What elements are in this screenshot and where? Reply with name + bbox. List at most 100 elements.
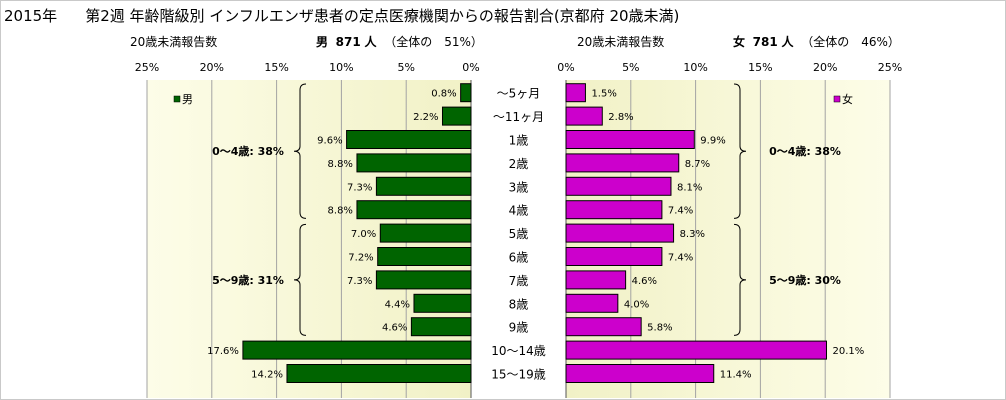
right-bar — [565, 317, 642, 337]
right-bar — [565, 83, 586, 103]
category-label: 7歳 — [509, 274, 529, 288]
left-bar — [460, 83, 472, 103]
right-summary-share: （全体の 46%） — [801, 35, 900, 49]
left-value-label: 0.8% — [431, 89, 456, 100]
right-brace-0-4 — [733, 83, 747, 219]
left-bar — [410, 317, 472, 337]
left-bar — [413, 293, 472, 313]
left-value-label: 7.2% — [348, 253, 373, 264]
right-summary-unit: 人 — [781, 35, 794, 49]
right-value-label: 4.0% — [624, 299, 649, 310]
left-brace-5-9 — [293, 223, 307, 336]
right-bar — [565, 293, 619, 313]
right-summary-sex: 女 — [733, 35, 746, 49]
left-bar — [379, 223, 472, 243]
right-tick-label: 15% — [748, 61, 772, 74]
legends: 男女 — [173, 92, 853, 106]
category-label: 2歳 — [509, 157, 529, 171]
right-bar — [565, 364, 715, 383]
left-value-label: 9.6% — [317, 136, 342, 147]
right-summary: 女 781 人 （全体の 46%） — [733, 33, 900, 50]
left-value-label: 8.8% — [328, 159, 353, 170]
left-value-label: 7.0% — [351, 229, 376, 240]
left-summary-share: （全体の 51%） — [384, 35, 483, 49]
left-tick-label: 25% — [135, 61, 159, 74]
right-tick-label: 20% — [813, 61, 837, 74]
right-value-label: 20.1% — [832, 346, 864, 357]
left-value-label: 8.8% — [328, 206, 353, 217]
left-bar — [356, 153, 472, 173]
left-value-label: 4.6% — [382, 323, 407, 334]
right-bar — [565, 153, 680, 173]
left-summary: 男 871 人 （全体の 51%） — [316, 33, 483, 50]
right-value-label: 8.7% — [685, 159, 710, 170]
right-value-label: 11.4% — [720, 370, 752, 381]
right-brace-5-9 — [733, 223, 747, 336]
right-bars — [565, 83, 827, 383]
left-value-label: 14.2% — [251, 370, 283, 381]
right-bar — [565, 270, 627, 290]
right-tick-label: 10% — [683, 61, 707, 74]
left-summary-unit: 人 — [364, 35, 377, 49]
category-label: ～5ヶ月 — [497, 87, 541, 101]
right-legend-label: 女 — [842, 92, 853, 106]
category-label: 3歳 — [509, 180, 529, 194]
left-tick-label: 5% — [397, 61, 414, 74]
group-annotations: 0～4歳: 38% 5～9歳: 31% 0～4歳: 38% 5～9歳: 30% — [212, 144, 841, 287]
left-bars — [242, 83, 472, 383]
left-value-label: 4.4% — [385, 299, 410, 310]
left-bar — [377, 247, 472, 266]
right-bar — [565, 200, 663, 220]
left-legend-swatch — [173, 95, 181, 103]
right-bar — [565, 176, 672, 196]
left-value-labels: 0.8% 2.2% 9.6% 8.8% 7.3% 8.8% 7.0% 7.2% 7.3% 4.4%… — [207, 89, 457, 381]
category-label: 9歳 — [509, 321, 529, 335]
category-label: 1歳 — [509, 134, 529, 148]
left-annotation-0-4: 0～4歳: 38% — [212, 144, 284, 158]
category-label: 15～19歳 — [491, 368, 546, 382]
left-bar — [375, 176, 472, 196]
left-bar — [242, 340, 472, 360]
right-bar — [565, 130, 695, 149]
category-label: 4歳 — [509, 204, 529, 218]
right-value-label: 7.4% — [668, 206, 693, 217]
right-value-label: 7.4% — [668, 253, 693, 264]
right-value-label: 2.8% — [608, 112, 633, 123]
right-value-labels: 1.5% 2.8% 9.9% 8.7% 8.1% 7.4% 8.3% 7.4% 4.6% 4.0%… — [591, 89, 864, 381]
right-annotation-0-4: 0～4歳: 38% — [769, 144, 841, 158]
right-value-label: 1.5% — [591, 89, 616, 100]
title-year: 2015年 — [4, 7, 58, 25]
right-caption: 20歳未満報告数 — [577, 35, 665, 49]
left-bar — [375, 270, 472, 290]
category-label: 6歳 — [509, 251, 529, 265]
left-bar — [346, 130, 472, 149]
right-bar — [565, 106, 603, 126]
left-tick-label: 20% — [200, 61, 224, 74]
right-bar — [565, 340, 827, 360]
left-summary-sex: 男 — [316, 35, 329, 49]
right-axis-ticks: 0% 5% 10% 15% 20% 25% — [557, 61, 902, 74]
left-summary-count: 871 — [335, 35, 361, 49]
right-bar — [565, 223, 675, 243]
left-axis-ticks: 25% 20% 15% 10% 5% 0% — [135, 61, 480, 74]
right-legend-swatch — [833, 95, 841, 103]
right-tick-label: 5% — [622, 61, 639, 74]
group-braces — [293, 83, 747, 336]
right-value-label: 4.6% — [632, 276, 657, 287]
left-legend-label: 男 — [182, 93, 193, 106]
chart-title: 2015年 第2週 年齢階級別 インフルエンザ患者の定点医療機関からの報告割合(京… — [4, 5, 679, 26]
left-value-label: 7.3% — [347, 276, 372, 287]
category-label: 5歳 — [509, 227, 529, 241]
left-tick-label: 15% — [264, 61, 288, 74]
right-tick-label: 0% — [557, 61, 574, 74]
left-tick-label: 0% — [462, 61, 479, 74]
left-bar — [441, 106, 472, 126]
right-value-label: 9.9% — [700, 136, 725, 147]
left-value-label: 7.3% — [347, 182, 372, 193]
left-bar — [286, 364, 472, 383]
category-label: 10～14歳 — [491, 344, 546, 358]
right-bar — [565, 247, 663, 266]
right-value-label: 8.3% — [680, 229, 705, 240]
